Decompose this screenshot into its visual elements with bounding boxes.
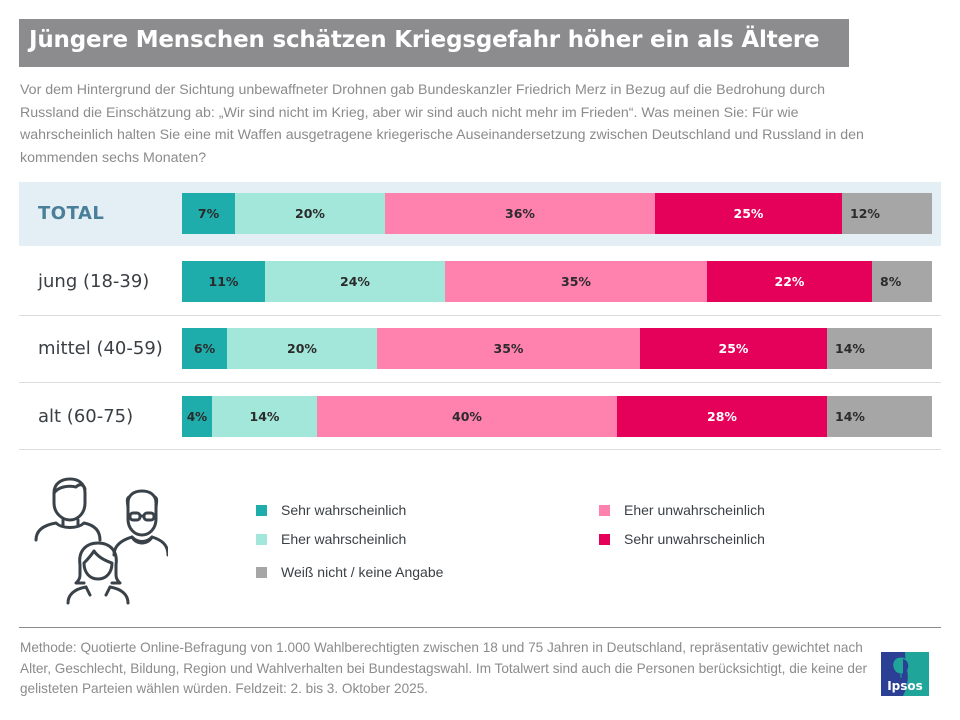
- legend-item: Weiß nicht / keine Angabe: [256, 564, 443, 580]
- data-label: 14%: [835, 341, 865, 356]
- row-separator: [19, 449, 941, 450]
- data-label: 8%: [880, 274, 902, 289]
- data-label: 11%: [208, 274, 239, 289]
- bar-segment: 28%: [617, 396, 827, 437]
- bar-segment: 35%: [445, 261, 707, 302]
- legend-swatch: [256, 504, 267, 516]
- bar-segment: 6%: [182, 328, 227, 369]
- row-separator: [19, 315, 941, 316]
- category-label: jung (18-39): [38, 271, 150, 292]
- data-label: 40%: [452, 409, 482, 424]
- legend-swatch: [256, 566, 267, 578]
- data-label: 28%: [707, 409, 737, 424]
- data-label: 7%: [197, 206, 220, 221]
- stacked-bar: 11% 24% 35% 22% 8%: [182, 261, 932, 302]
- logo-text: Ipsos: [887, 679, 923, 693]
- bar-segment: 25%: [640, 328, 827, 369]
- bar-segment: 4%: [182, 396, 212, 437]
- bar-segment: 14%: [827, 396, 932, 437]
- data-label: 20%: [295, 206, 325, 221]
- methodology-note: Methode: Quotierte Online-Befragung von …: [20, 640, 868, 696]
- data-label: 6%: [193, 341, 216, 356]
- footer-divider: [19, 627, 941, 628]
- bar-segment: 8%: [872, 261, 932, 302]
- bar-segment: 36%: [385, 193, 655, 234]
- data-label: 14%: [835, 409, 865, 424]
- legend-label: Sehr unwahrscheinlich: [624, 531, 765, 547]
- data-label: 12%: [850, 206, 880, 221]
- chart-title: Jüngere Menschen schätzen Kriegsgefahr h…: [29, 27, 820, 53]
- bar-segment: 25%: [655, 193, 842, 234]
- category-label: alt (60-75): [38, 406, 134, 427]
- ipsos-logo: Ipsos: [881, 652, 929, 696]
- data-label: 14%: [249, 409, 280, 424]
- data-label: 25%: [718, 341, 749, 356]
- legend-item: Eher wahrscheinlich: [256, 531, 406, 547]
- bar-segment: 40%: [317, 396, 617, 437]
- stacked-bar: 7% 20% 36% 25% 12%: [182, 193, 932, 234]
- bar-segment: 12%: [842, 193, 932, 234]
- bar-segment: 20%: [235, 193, 385, 234]
- data-label: 24%: [340, 274, 370, 289]
- stacked-bar: 6% 20% 35% 25% 14%: [182, 328, 932, 369]
- legend-swatch: [599, 533, 610, 545]
- legend-item: Sehr unwahrscheinlich: [599, 531, 765, 547]
- legend-item: Eher unwahrscheinlich: [599, 502, 765, 518]
- data-label: 36%: [505, 206, 535, 221]
- bar-segment: 14%: [827, 328, 932, 369]
- bar-segment: 24%: [265, 261, 445, 302]
- legend-label: Eher wahrscheinlich: [281, 531, 407, 547]
- data-label: 22%: [774, 274, 805, 289]
- data-label: 4%: [186, 409, 208, 424]
- data-label: 25%: [733, 206, 764, 221]
- row-separator: [19, 382, 941, 383]
- legend-label: Eher unwahrscheinlich: [624, 502, 765, 518]
- bar-segment: 22%: [707, 261, 872, 302]
- legend-label: Weiß nicht / keine Angabe: [281, 564, 444, 580]
- data-label: 35%: [493, 341, 524, 356]
- legend-swatch: [256, 533, 267, 545]
- legend-swatch: [599, 504, 610, 516]
- bar-segment: 11%: [182, 261, 265, 302]
- data-label: 20%: [287, 341, 317, 356]
- question-text: Vor dem Hintergrund der Sichtung unbewaf…: [20, 82, 864, 166]
- stacked-bar: 4% 14% 40% 28% 14%: [182, 396, 932, 437]
- legend-item: Sehr wahrscheinlich: [256, 502, 406, 518]
- data-label: 35%: [561, 274, 591, 289]
- title-banner: Jüngere Menschen schätzen Kriegsgefahr h…: [19, 19, 849, 67]
- category-label: mittel (40-59): [38, 338, 163, 359]
- category-label: TOTAL: [38, 203, 105, 224]
- legend-label: Sehr wahrscheinlich: [281, 502, 407, 518]
- bar-segment: 7%: [182, 193, 235, 234]
- bar-segment: 20%: [227, 328, 377, 369]
- bar-segment: 14%: [212, 396, 317, 437]
- bar-segment: 35%: [377, 328, 640, 369]
- people-group-icon: [34, 477, 168, 605]
